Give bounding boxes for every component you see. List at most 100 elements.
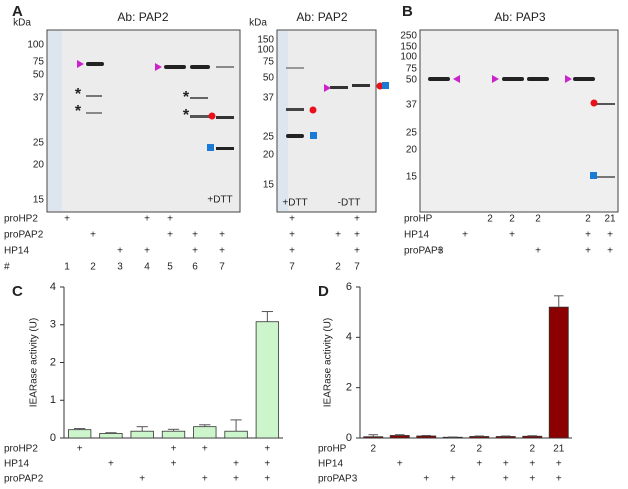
condition-cell: + xyxy=(289,230,295,241)
panel-label: A xyxy=(12,3,23,20)
condition-cell: + xyxy=(289,214,295,225)
y-tick-label: 3 xyxy=(50,319,56,331)
condition-cell: + xyxy=(607,246,613,257)
condition-cell: + xyxy=(108,459,114,470)
condition-label: proHP2 xyxy=(4,214,38,225)
condition-cell: + xyxy=(397,459,403,470)
condition-cell: + xyxy=(289,246,295,257)
condition-cell: 7 xyxy=(219,262,225,273)
y-tick-label: 0 xyxy=(50,432,56,444)
ladder xyxy=(48,31,62,211)
panel-label: D xyxy=(318,283,329,300)
condition-cell: + xyxy=(529,459,535,470)
y-tick-label: 4 xyxy=(50,281,56,293)
condition-cell: + xyxy=(264,459,270,470)
condition-cell: 2 xyxy=(535,214,541,225)
panel-label: C xyxy=(12,283,23,300)
condition-cell: + xyxy=(556,459,562,470)
condition-cell: + xyxy=(192,246,198,257)
condition-cell: + xyxy=(354,214,360,225)
band-asterisk: * xyxy=(183,107,190,124)
condition-cell: + xyxy=(77,444,83,455)
condition-cell: 2 xyxy=(509,214,515,225)
condition-cell: + xyxy=(335,230,341,241)
marker-label: 37 xyxy=(33,93,45,104)
bar xyxy=(99,433,123,439)
marker-label: 25 xyxy=(263,132,275,143)
condition-cell: + xyxy=(144,246,150,257)
condition-note: +DTT xyxy=(282,198,307,209)
y-tick-label: 6 xyxy=(346,281,352,293)
condition-cell: 7 xyxy=(289,262,295,273)
condition-cell: + xyxy=(167,214,173,225)
red-dots xyxy=(208,82,598,120)
condition-label: proHP xyxy=(404,214,433,225)
condition-cell: 4 xyxy=(144,262,150,273)
condition-cell: 7 xyxy=(354,262,360,273)
bar xyxy=(416,435,437,439)
marker-label: 150 xyxy=(257,35,274,46)
condition-label: HP14 xyxy=(404,230,429,241)
condition-label: proPAP3 xyxy=(404,246,444,257)
band-asterisk: * xyxy=(75,86,82,103)
condition-cell: + xyxy=(437,246,443,257)
marker-label: 75 xyxy=(406,64,418,75)
bar xyxy=(389,435,410,439)
condition-cell: 5 xyxy=(167,262,173,273)
marker-label: 100 xyxy=(257,45,274,56)
condition-cell: 21 xyxy=(553,444,565,455)
condition-cell: + xyxy=(202,474,208,485)
condition-cell: + xyxy=(264,474,270,485)
condition-cell: + xyxy=(503,459,509,470)
condition-cell: + xyxy=(585,230,591,241)
condition-note: +DTT xyxy=(207,195,232,206)
bar xyxy=(130,430,154,439)
condition-label: proHP xyxy=(318,444,347,455)
bar xyxy=(224,430,248,439)
condition-cell: + xyxy=(535,246,541,257)
condition-cell: 3 xyxy=(117,262,123,273)
blot-frame xyxy=(46,29,241,213)
blot-frame xyxy=(276,29,377,213)
condition-cell: + xyxy=(90,230,96,241)
condition-cell: + xyxy=(585,246,591,257)
ladder xyxy=(278,31,288,211)
condition-label: HP14 xyxy=(4,246,29,257)
condition-label: proHP2 xyxy=(4,444,38,455)
blot-title: Ab: PAP2 xyxy=(296,10,347,24)
condition-label: proPAP2 xyxy=(4,474,44,485)
condition-cell: + xyxy=(64,214,70,225)
condition-cell: + xyxy=(117,246,123,257)
marker-label: 50 xyxy=(406,75,418,86)
condition-cell: + xyxy=(167,230,173,241)
condition-cell: + xyxy=(233,459,239,470)
condition-cell: 2 xyxy=(335,262,341,273)
marker-label: 25 xyxy=(406,128,418,139)
condition-label: proPAP2 xyxy=(4,230,44,241)
condition-cell: 2 xyxy=(487,214,493,225)
condition-cell: + xyxy=(264,444,270,455)
condition-cell: + xyxy=(219,230,225,241)
arrow-markers xyxy=(77,60,572,92)
bar xyxy=(363,436,384,439)
y-tick-label: 2 xyxy=(50,356,56,368)
marker-label: 100 xyxy=(27,40,44,51)
y-tick-label: 0 xyxy=(346,432,352,444)
marker-label: 150 xyxy=(400,42,417,53)
bar xyxy=(161,430,186,439)
condition-cell: + xyxy=(462,230,468,241)
condition-label: HP14 xyxy=(318,459,343,470)
condition-cell: 2 xyxy=(450,444,456,455)
condition-cell: + xyxy=(233,474,239,485)
bands xyxy=(86,62,615,178)
y-tick-label: 1 xyxy=(50,394,56,406)
condition-cell: 2 xyxy=(585,214,591,225)
y-tick-label: 2 xyxy=(346,382,352,394)
condition-cell: 21 xyxy=(604,214,616,225)
marker-label: 75 xyxy=(263,57,275,68)
condition-label: HP14 xyxy=(4,459,29,470)
bar xyxy=(255,321,280,439)
blot-frame xyxy=(419,29,619,213)
